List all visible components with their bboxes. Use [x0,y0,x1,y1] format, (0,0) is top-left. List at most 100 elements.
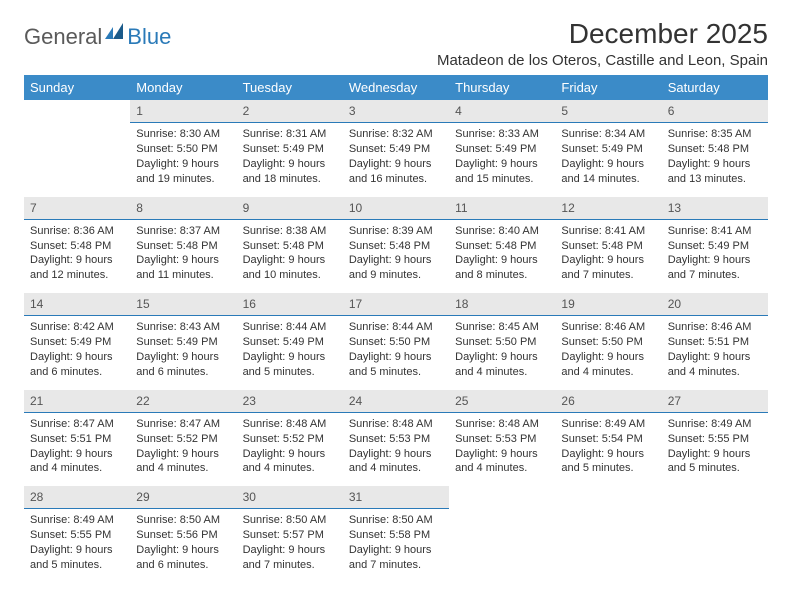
day-number: 3 [343,100,449,123]
day-line: Sunset: 5:49 PM [455,142,549,157]
day-cell: Sunrise: 8:49 AMSunset: 5:55 PMDaylight:… [662,412,768,486]
day-line: Daylight: 9 hours [561,447,655,462]
day-line: and 7 minutes. [561,268,655,283]
day-line: and 5 minutes. [243,365,337,380]
day-line: and 6 minutes. [136,365,230,380]
day-cell: Sunrise: 8:35 AMSunset: 5:48 PMDaylight:… [662,123,768,197]
content-row: Sunrise: 8:42 AMSunset: 5:49 PMDaylight:… [24,316,768,390]
day-line: and 8 minutes. [455,268,549,283]
day-number: 22 [130,390,236,413]
day-cell: Sunrise: 8:38 AMSunset: 5:48 PMDaylight:… [237,219,343,293]
day-line: and 5 minutes. [668,461,762,476]
logo-text-blue: Blue [127,24,171,50]
content-row: Sunrise: 8:47 AMSunset: 5:51 PMDaylight:… [24,412,768,486]
day-line: Daylight: 9 hours [243,157,337,172]
day-line: Sunrise: 8:32 AM [349,127,443,142]
day-number: 31 [343,486,449,509]
day-number [449,486,555,509]
day-line: and 4 minutes. [136,461,230,476]
day-line: and 12 minutes. [30,268,124,283]
day-line: Sunrise: 8:48 AM [455,417,549,432]
day-line: Daylight: 9 hours [349,543,443,558]
day-cell: Sunrise: 8:39 AMSunset: 5:48 PMDaylight:… [343,219,449,293]
day-line: Sunrise: 8:44 AM [243,320,337,335]
day-number: 17 [343,293,449,316]
day-line: and 11 minutes. [136,268,230,283]
day-line: Sunset: 5:48 PM [455,239,549,254]
day-line: Sunset: 5:49 PM [561,142,655,157]
day-cell: Sunrise: 8:33 AMSunset: 5:49 PMDaylight:… [449,123,555,197]
weekday-wed: Wednesday [343,75,449,100]
day-line: Sunset: 5:48 PM [243,239,337,254]
day-cell: Sunrise: 8:32 AMSunset: 5:49 PMDaylight:… [343,123,449,197]
logo: General Blue [24,18,171,50]
day-line: Sunrise: 8:36 AM [30,224,124,239]
day-cell [449,509,555,583]
day-number: 6 [662,100,768,123]
day-line: Sunrise: 8:50 AM [136,513,230,528]
day-line: Daylight: 9 hours [243,253,337,268]
day-line: Sunrise: 8:47 AM [136,417,230,432]
content-row: Sunrise: 8:30 AMSunset: 5:50 PMDaylight:… [24,123,768,197]
day-line: Daylight: 9 hours [349,157,443,172]
day-line: Sunset: 5:52 PM [243,432,337,447]
day-line: Sunset: 5:56 PM [136,528,230,543]
day-line: Daylight: 9 hours [455,253,549,268]
day-line: Sunset: 5:52 PM [136,432,230,447]
day-line: and 6 minutes. [30,365,124,380]
day-line: Daylight: 9 hours [243,350,337,365]
day-line: Daylight: 9 hours [349,447,443,462]
day-number: 29 [130,486,236,509]
logo-mark-icon [105,23,125,39]
day-line: Daylight: 9 hours [561,157,655,172]
day-number: 25 [449,390,555,413]
day-line: Sunrise: 8:41 AM [668,224,762,239]
day-number: 14 [24,293,130,316]
day-line: Daylight: 9 hours [349,350,443,365]
day-line: Sunset: 5:50 PM [136,142,230,157]
day-cell: Sunrise: 8:50 AMSunset: 5:56 PMDaylight:… [130,509,236,583]
day-line: Sunset: 5:48 PM [30,239,124,254]
day-line: Sunset: 5:49 PM [668,239,762,254]
day-cell: Sunrise: 8:50 AMSunset: 5:58 PMDaylight:… [343,509,449,583]
day-cell [555,509,661,583]
day-line: Daylight: 9 hours [455,447,549,462]
day-cell: Sunrise: 8:40 AMSunset: 5:48 PMDaylight:… [449,219,555,293]
day-line: Sunset: 5:50 PM [349,335,443,350]
daynum-row: 21222324252627 [24,390,768,413]
header: General Blue December 2025 Matadeon de l… [24,18,768,69]
day-line: Daylight: 9 hours [668,157,762,172]
day-line: Sunset: 5:50 PM [455,335,549,350]
day-line: Sunset: 5:50 PM [561,335,655,350]
day-line: Daylight: 9 hours [668,350,762,365]
day-line: and 4 minutes. [243,461,337,476]
day-cell: Sunrise: 8:48 AMSunset: 5:53 PMDaylight:… [343,412,449,486]
day-line: Sunrise: 8:45 AM [455,320,549,335]
day-number: 21 [24,390,130,413]
day-number: 1 [130,100,236,123]
day-line: Sunrise: 8:46 AM [561,320,655,335]
day-number: 24 [343,390,449,413]
day-number: 16 [237,293,343,316]
day-cell: Sunrise: 8:43 AMSunset: 5:49 PMDaylight:… [130,316,236,390]
weekday-sun: Sunday [24,75,130,100]
day-line: and 18 minutes. [243,172,337,187]
day-line: and 14 minutes. [561,172,655,187]
day-line: Sunset: 5:57 PM [243,528,337,543]
weekday-mon: Monday [130,75,236,100]
day-line: and 4 minutes. [349,461,443,476]
day-number [24,100,130,123]
day-cell: Sunrise: 8:37 AMSunset: 5:48 PMDaylight:… [130,219,236,293]
day-number: 30 [237,486,343,509]
weekday-thu: Thursday [449,75,555,100]
day-line: Sunrise: 8:40 AM [455,224,549,239]
day-cell: Sunrise: 8:47 AMSunset: 5:52 PMDaylight:… [130,412,236,486]
day-line: Daylight: 9 hours [561,253,655,268]
day-line: Sunrise: 8:47 AM [30,417,124,432]
day-line: Daylight: 9 hours [243,447,337,462]
day-line: Sunrise: 8:37 AM [136,224,230,239]
day-line: and 16 minutes. [349,172,443,187]
title-block: December 2025 Matadeon de los Oteros, Ca… [437,18,768,69]
day-line: Sunset: 5:49 PM [243,335,337,350]
day-line: Sunrise: 8:39 AM [349,224,443,239]
